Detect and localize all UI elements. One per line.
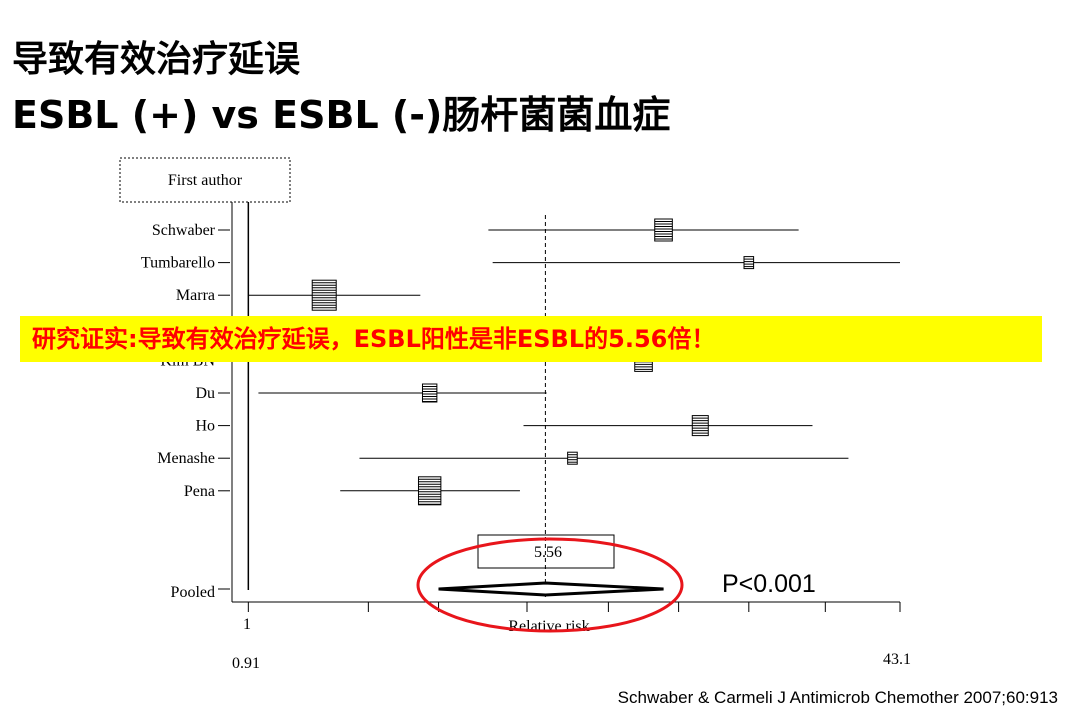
study-label: Schwaber	[152, 222, 216, 239]
point-estimate-box	[417, 476, 442, 506]
study-row-tumbarello: Tumbarello	[141, 255, 900, 272]
column-header: First author	[168, 172, 243, 189]
study-row-menashe: Menashe	[157, 450, 849, 467]
source-citation: Schwaber & Carmeli J Antimicrob Chemothe…	[617, 688, 1058, 707]
study-label: Ho	[195, 418, 215, 435]
point-estimate-box	[654, 218, 673, 242]
study-row-du: Du	[195, 383, 547, 403]
p-value: P<0.001	[722, 570, 816, 598]
plot-frame	[119, 157, 901, 612]
pooled-diamond	[438, 581, 664, 597]
pooled-value-box	[477, 534, 615, 569]
point-estimate-box	[743, 256, 755, 270]
study-label: Du	[195, 385, 215, 402]
study-row-ho: Ho	[195, 415, 813, 437]
point-estimate-box	[567, 451, 578, 465]
study-label: Menashe	[157, 450, 215, 467]
column-header-box	[119, 157, 291, 203]
pooled-label: Pooled	[171, 584, 215, 601]
conclusion-banner: 研究证实:导致有效治疗延误，ESBL阳性是非ESBL的5.56倍！	[20, 316, 1042, 362]
axis-min-label: 0.91	[232, 655, 260, 672]
study-row-pena: Pena	[184, 476, 520, 506]
study-label: Pena	[184, 483, 215, 500]
study-row-marra: Marra	[176, 279, 421, 311]
study-label: Marra	[176, 287, 215, 304]
study-row-schwaber: Schwaber	[152, 218, 799, 242]
x-tick-label-one: 1	[243, 616, 251, 633]
highlight-ellipse	[416, 537, 684, 633]
axis-max-label: 43.1	[883, 651, 911, 668]
slide-title-line2: ESBL (+) vs ESBL (-)肠杆菌菌血症	[12, 93, 671, 137]
slide-title-line1: 导致有效治疗延误	[12, 39, 301, 80]
pooled-estimate	[218, 534, 664, 597]
study-label: Tumbarello	[141, 255, 215, 272]
pooled-value-label: 5.56	[534, 544, 562, 561]
